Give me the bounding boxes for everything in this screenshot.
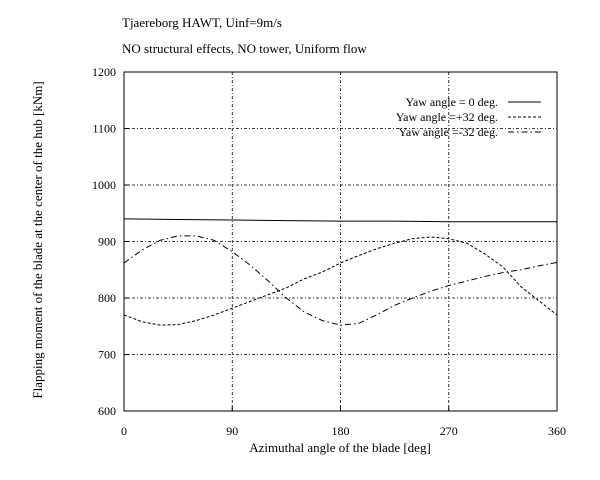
- x-tick-label: 0: [121, 424, 127, 438]
- y-tick-label: 800: [98, 291, 116, 305]
- x-axis-label: Azimuthal angle of the blade [deg]: [249, 440, 431, 455]
- x-tick-label: 90: [226, 424, 238, 438]
- ticks: 0 90 180 270 360 600 700 800 900 1000 1100 1200: [92, 65, 566, 438]
- y-tick-label: 600: [98, 404, 116, 418]
- y-tick-label: 900: [98, 235, 116, 249]
- series-line-3: [123, 235, 558, 326]
- y-tick-label: 1000: [92, 178, 116, 192]
- x-tick-label: 360: [548, 424, 566, 438]
- y-tick-label: 1200: [92, 65, 116, 79]
- series: [123, 218, 558, 326]
- legend-label-1: Yaw angle = 0 deg.: [405, 95, 498, 109]
- grid: [124, 72, 557, 411]
- chart-title: Tjaereborg HAWT, Uinf=9m/s: [122, 15, 282, 30]
- legend: Yaw angle = 0 deg.Yaw angle =+32 deg.Yaw…: [396, 95, 541, 139]
- series-line-2: [123, 236, 558, 326]
- x-tick-label: 180: [332, 424, 350, 438]
- legend-label-2: Yaw angle =+32 deg.: [396, 110, 498, 124]
- y-tick-label: 1100: [92, 122, 116, 136]
- y-axis-label: Flapping moment of the blade at the cent…: [30, 81, 45, 398]
- series-line-1: [123, 218, 557, 223]
- chart-subtitle: NO structural effects, NO tower, Uniform…: [122, 41, 367, 56]
- x-tick-label: 270: [440, 424, 458, 438]
- y-tick-label: 700: [98, 348, 116, 362]
- legend-label-3: Yaw angle =-32 deg.: [398, 125, 498, 139]
